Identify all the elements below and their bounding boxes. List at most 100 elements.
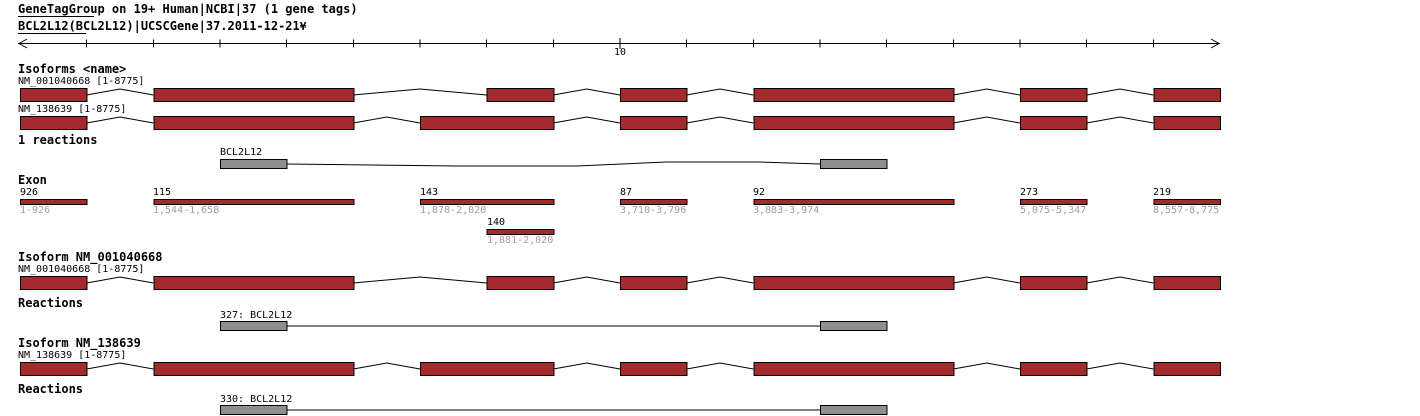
isoform-detail-title: Isoform NM_001040668 [18, 250, 163, 264]
exon-box[interactable] [20, 88, 88, 102]
exon-range-label: 3,883-3,974 [753, 205, 820, 216]
intron-line [953, 276, 1021, 284]
intron-line [1086, 276, 1154, 284]
reaction-label[interactable]: 327: BCL2L12 [220, 310, 293, 321]
exon-box[interactable] [1019, 362, 1088, 376]
exon-length-label: 219 [1153, 187, 1172, 198]
intron-line [1086, 362, 1154, 370]
reaction-box[interactable] [219, 321, 288, 331]
reaction-box[interactable] [819, 321, 888, 331]
intron-line [553, 116, 621, 124]
isoforms-section-title: Isoforms <name> [18, 62, 127, 76]
exon-box[interactable] [619, 116, 688, 130]
exon-box[interactable] [486, 276, 555, 290]
exon-box[interactable] [1019, 88, 1088, 102]
exon-box[interactable] [753, 88, 955, 102]
intron-line [353, 116, 421, 124]
exon-length-label: 143 [420, 187, 439, 198]
exon-bar[interactable] [1153, 199, 1221, 205]
exon-bar[interactable] [1019, 199, 1088, 205]
exon-box[interactable] [20, 276, 88, 290]
exon-box[interactable] [153, 88, 355, 102]
exon-bar[interactable] [753, 199, 955, 205]
exon-bar[interactable] [619, 199, 688, 205]
exon-box[interactable] [486, 88, 555, 102]
exon-box[interactable] [619, 362, 688, 376]
exon-bar[interactable] [419, 199, 555, 205]
exon-box[interactable] [153, 276, 355, 290]
gene-tag-group-underline [18, 16, 94, 17]
exon-bar[interactable] [486, 229, 555, 235]
reactions-title: Reactions [18, 382, 84, 396]
intron-line [953, 362, 1021, 370]
exon-range-label: 5,075-5,347 [1020, 205, 1087, 216]
exon-range-label: 1-926 [20, 205, 51, 216]
exon-box[interactable] [1019, 116, 1088, 130]
exon-box[interactable] [619, 88, 688, 102]
ruler-left-arrow-icon [17, 38, 28, 49]
exon-box[interactable] [1153, 116, 1221, 130]
ruler-right-arrow-icon [1210, 38, 1221, 49]
gene-title-underline [18, 33, 86, 34]
exon-box[interactable] [20, 116, 88, 130]
intron-line [686, 362, 754, 370]
reactions-section-title: 1 reactions [18, 133, 98, 147]
intron-line [86, 362, 154, 370]
strand-glyph: ¥ [299, 20, 307, 33]
intron-line [686, 276, 754, 284]
intron-line [353, 88, 487, 96]
exon-range-label: 1,878-2,020 [420, 205, 487, 216]
exon-range-label: 3,710-3,796 [620, 205, 687, 216]
exon-box[interactable] [153, 116, 355, 130]
exon-length-label: 87 [620, 187, 633, 198]
exon-bar[interactable] [153, 199, 355, 205]
exon-range-label: 1,544-1,658 [153, 205, 220, 216]
reaction-box[interactable] [219, 159, 288, 169]
isoform-track-label: NM_001040668 [1-8775] [18, 76, 145, 87]
isoform-track-label: NM_138639 [1-8775] [18, 350, 127, 361]
isoform-detail-title: Isoform NM_138639 [18, 336, 141, 350]
intron-line [86, 116, 154, 124]
reaction-label[interactable]: BCL2L12 [220, 147, 263, 158]
exon-box[interactable] [619, 276, 688, 290]
exon-box[interactable] [1019, 276, 1088, 290]
isoform-track-label: NM_138639 [1-8775] [18, 104, 127, 115]
exon-range-label: 8,557-8,775 [1153, 205, 1220, 216]
intron-line [86, 276, 154, 284]
intron-line [553, 88, 621, 96]
intron-line [1086, 116, 1154, 124]
reaction-box[interactable] [219, 405, 288, 415]
intron-line [86, 88, 154, 96]
reaction-label[interactable]: 330: BCL2L12 [220, 394, 293, 405]
exon-bar[interactable] [20, 199, 88, 205]
exon-box[interactable] [419, 362, 555, 376]
exon-box[interactable] [20, 362, 88, 376]
intron-line [353, 362, 421, 370]
exon-box[interactable] [753, 276, 955, 290]
exon-box[interactable] [753, 362, 955, 376]
gene-tag-group-title[interactable]: GeneTagGroup on 19+ Human|NCBI|37 (1 gen… [18, 2, 358, 16]
reactions-title: Reactions [18, 296, 84, 310]
intron-line [686, 88, 754, 96]
reaction-box[interactable] [819, 159, 888, 169]
reaction-box[interactable] [819, 405, 888, 415]
gene-title-text: BCL2L12(BCL2L12)|UCSCGene|37.2011-12-21 [18, 19, 300, 33]
exon-box[interactable] [419, 116, 555, 130]
ruler-tick-label: 10 [613, 47, 627, 58]
intron-line [553, 276, 621, 284]
intron-line [1086, 88, 1154, 96]
exon-box[interactable] [153, 362, 355, 376]
exon-range-label: 1,881-2,020 [487, 235, 554, 246]
exon-box[interactable] [1153, 362, 1221, 376]
reaction-connector [286, 161, 821, 167]
isoform-track-label: NM_001040668 [1-8775] [18, 264, 145, 275]
exon-length-label: 926 [20, 187, 39, 198]
intron-line [353, 276, 487, 284]
gene-title[interactable]: BCL2L12(BCL2L12)|UCSCGene|37.2011-12-21¥ [18, 19, 307, 34]
exon-box[interactable] [1153, 88, 1221, 102]
exon-box[interactable] [1153, 276, 1221, 290]
intron-line [686, 116, 754, 124]
exon-box[interactable] [753, 116, 955, 130]
intron-line [953, 116, 1021, 124]
